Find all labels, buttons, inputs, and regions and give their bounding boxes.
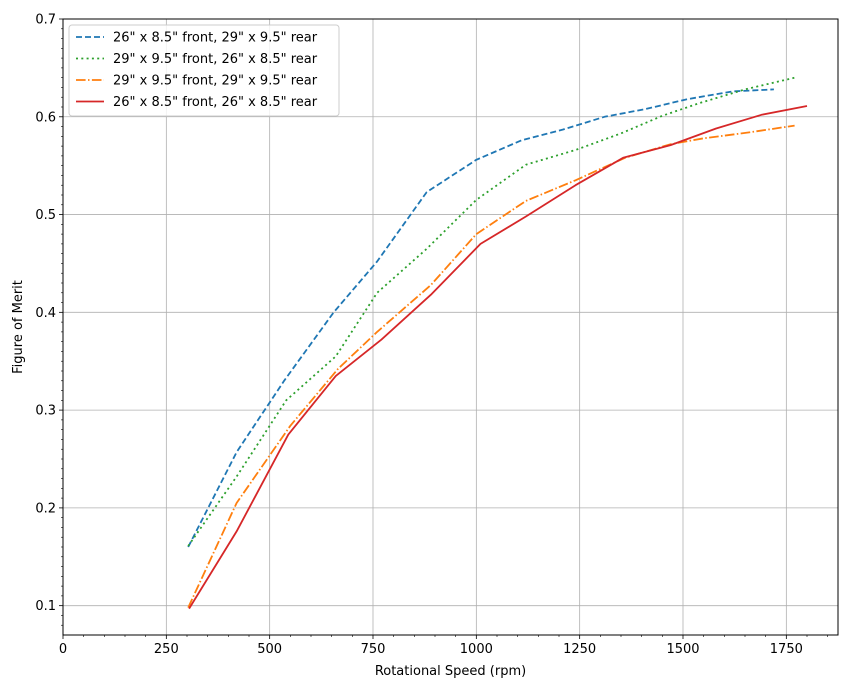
x-tick-label: 1250 — [563, 642, 596, 657]
legend-label: 29" x 9.5" front, 26" x 8.5" rear — [113, 52, 318, 67]
legend-label: 26" x 8.5" front, 26" x 8.5" rear — [113, 95, 318, 110]
x-tick-label: 500 — [257, 642, 282, 657]
x-axis-label: Rotational Speed (rpm) — [375, 664, 526, 679]
x-tick-label: 250 — [154, 642, 179, 657]
series-line-3 — [187, 124, 795, 608]
x-tick-label: 1750 — [770, 642, 803, 657]
y-tick-label: 0.4 — [35, 306, 56, 321]
plot-background — [63, 19, 838, 635]
series-line-2 — [187, 76, 795, 547]
y-tick-label: 0.2 — [35, 501, 56, 516]
x-tick-label: 0 — [59, 642, 67, 657]
y-axis-label: Figure of Merit — [11, 280, 26, 374]
series-line-4 — [188, 105, 808, 610]
legend-box — [68, 24, 340, 117]
ticks: 0 250 500 750 1000 1250 1500 1750 0.1 0.2 0.3 0.4 0.… — [35, 13, 828, 657]
x-tick-label: 750 — [361, 642, 386, 657]
x-tick-label: 1500 — [666, 642, 699, 657]
plot-frame — [62, 18, 839, 636]
y-tick-label: 0.7 — [35, 13, 56, 28]
y-tick-label: 0.3 — [35, 404, 56, 419]
y-tick-label: 0.1 — [35, 599, 56, 614]
x-tick-label: 1000 — [460, 642, 493, 657]
series-layer — [187, 76, 808, 610]
y-tick-label: 0.5 — [35, 208, 56, 223]
legend-label: 26" x 8.5" front, 29" x 9.5" rear — [113, 31, 318, 46]
legend: 26" x 8.5" front, 29" x 9.5" rear 29" x 9… — [68, 24, 340, 117]
y-tick-label: 0.6 — [35, 110, 56, 125]
legend-label: 29" x 9.5" front, 29" x 9.5" rear — [113, 74, 318, 89]
